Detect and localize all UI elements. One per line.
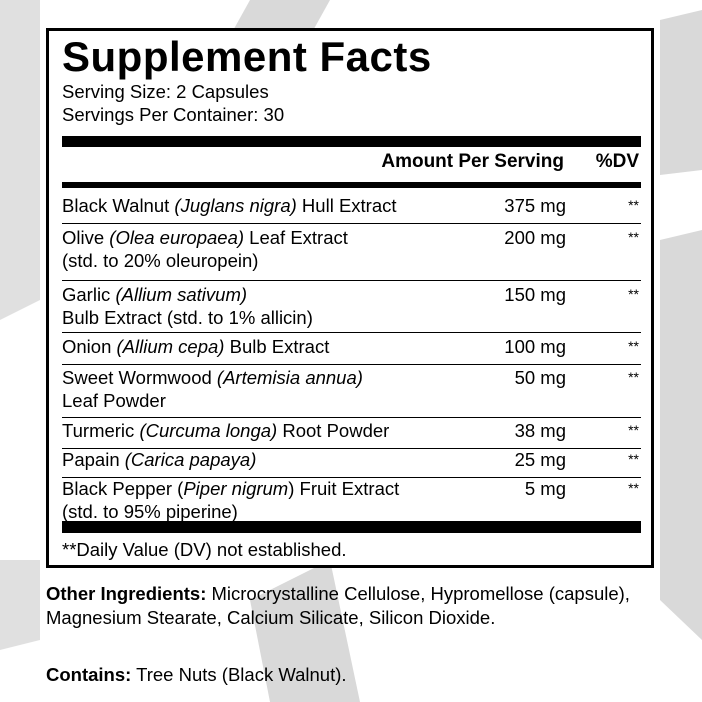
serving-size: Serving Size: 2 Capsules bbox=[62, 81, 269, 102]
ingredient-common-name: Olive bbox=[62, 227, 105, 248]
ingredient-row: Onion (Allium cepa) Bulb Extract 100 mg ** bbox=[62, 331, 641, 365]
ingredient-row: Garlic (Allium sativum) Bulb Extract (std… bbox=[62, 279, 641, 333]
thick-divider bbox=[62, 136, 641, 147]
ingredient-common-name: Black Walnut bbox=[62, 195, 170, 216]
ingredient-dv: ** bbox=[628, 286, 639, 302]
ingredient-row: Turmeric (Curcuma longa) Root Powder 38 m… bbox=[62, 415, 641, 449]
ingredient-common-name: Onion bbox=[62, 336, 112, 357]
ingredient-common-name: Sweet Wormwood bbox=[62, 367, 212, 388]
ingredient-dv: ** bbox=[628, 422, 639, 438]
ingredient-latin-name: (Curcuma longa) bbox=[139, 420, 278, 441]
ingredient-name: Olive (Olea europaea) Leaf Extract (std. … bbox=[62, 226, 482, 272]
panel-title: Supplement Facts bbox=[62, 33, 432, 80]
ingredient-part: ) Fruit Extract bbox=[288, 478, 400, 499]
ingredient-name: Onion (Allium cepa) Bulb Extract bbox=[62, 335, 482, 358]
contains-text: Tree Nuts (Black Walnut). bbox=[131, 664, 347, 685]
ingredient-row: Black Walnut (Juglans nigra) Hull Extrac… bbox=[62, 190, 641, 224]
ingredient-amount: 100 mg bbox=[504, 336, 566, 357]
ingredient-common-name: Papain bbox=[62, 449, 120, 470]
ingredient-latin-name: Piper nigrum bbox=[183, 478, 289, 499]
ingredient-part: Leaf Extract bbox=[244, 227, 348, 248]
ingredient-part: Hull Extract bbox=[296, 195, 397, 216]
ingredient-row: Sweet Wormwood (Artemisia annua) Leaf Pow… bbox=[62, 362, 641, 418]
footnote: **Daily Value (DV) not established. bbox=[62, 539, 347, 560]
other-ingredients-label: Other Ingredients: bbox=[46, 583, 207, 604]
ingredient-dv: ** bbox=[628, 451, 639, 467]
ingredient-amount: 25 mg bbox=[514, 449, 566, 470]
ingredient-latin-name: (Juglans nigra) bbox=[174, 195, 297, 216]
ingredient-amount: 38 mg bbox=[514, 420, 566, 441]
ingredient-name: Black Walnut (Juglans nigra) Hull Extrac… bbox=[62, 194, 482, 217]
ingredient-detail: (std. to 20% oleuropein) bbox=[62, 250, 259, 271]
ingredient-row: Black Pepper (Piper nigrum) Fruit Extrac… bbox=[62, 473, 641, 525]
ingredient-common-name: Black Pepper ( bbox=[62, 478, 184, 499]
ingredient-name: Sweet Wormwood (Artemisia annua) Leaf Pow… bbox=[62, 366, 482, 412]
ingredient-latin-name: (Carica papaya) bbox=[124, 449, 257, 470]
ingredient-amount: 50 mg bbox=[514, 367, 566, 388]
ingredient-amount: 5 mg bbox=[524, 478, 566, 499]
ingredient-latin-name: (Artemisia annua) bbox=[216, 367, 363, 388]
other-ingredients-text: Microcrystalline Cellulose, Hypromellose… bbox=[46, 583, 630, 628]
ingredient-dv: ** bbox=[628, 229, 639, 245]
servings-per-container: Servings Per Container: 30 bbox=[62, 104, 285, 125]
other-ingredients: Other Ingredients: Microcrystalline Cell… bbox=[46, 582, 666, 630]
ingredient-detail: Leaf Powder bbox=[62, 390, 166, 411]
header-divider bbox=[62, 182, 641, 188]
ingredient-row: Olive (Olea europaea) Leaf Extract (std. … bbox=[62, 222, 641, 281]
ingredient-row: Papain (Carica papaya) 25 mg ** bbox=[62, 444, 641, 478]
ingredient-name: Black Pepper (Piper nigrum) Fruit Extrac… bbox=[62, 477, 482, 523]
ingredient-common-name: Garlic bbox=[62, 284, 111, 305]
supplement-facts-panel: Supplement Facts Serving Size: 2 Capsule… bbox=[46, 28, 654, 568]
amount-header: Amount Per Serving bbox=[381, 151, 564, 172]
ingredient-dv: ** bbox=[628, 369, 639, 385]
ingredient-name: Garlic (Allium sativum) Bulb Extract (std… bbox=[62, 283, 482, 329]
ingredient-latin-name: (Allium sativum) bbox=[115, 284, 248, 305]
dv-header: %DV bbox=[595, 151, 639, 172]
ingredient-dv: ** bbox=[628, 338, 639, 354]
ingredient-amount: 200 mg bbox=[504, 227, 566, 248]
contains-statement: Contains: Tree Nuts (Black Walnut). bbox=[46, 664, 347, 686]
ingredient-detail: (std. to 95% piperine) bbox=[62, 501, 238, 522]
bottom-divider bbox=[62, 521, 641, 533]
ingredient-dv: ** bbox=[628, 197, 639, 213]
ingredient-latin-name: (Allium cepa) bbox=[116, 336, 225, 357]
ingredient-part: Bulb Extract bbox=[224, 336, 330, 357]
ingredient-latin-name: (Olea europaea) bbox=[109, 227, 245, 248]
ingredient-amount: 375 mg bbox=[504, 195, 566, 216]
ingredient-dv: ** bbox=[628, 480, 639, 496]
ingredient-common-name: Turmeric bbox=[62, 420, 135, 441]
ingredient-name: Papain (Carica papaya) bbox=[62, 448, 482, 471]
ingredient-part: Root Powder bbox=[277, 420, 390, 441]
ingredient-amount: 150 mg bbox=[504, 284, 566, 305]
ingredient-detail: Bulb Extract (std. to 1% allicin) bbox=[62, 307, 313, 328]
ingredient-name: Turmeric (Curcuma longa) Root Powder bbox=[62, 419, 482, 442]
contains-label: Contains: bbox=[46, 664, 132, 685]
